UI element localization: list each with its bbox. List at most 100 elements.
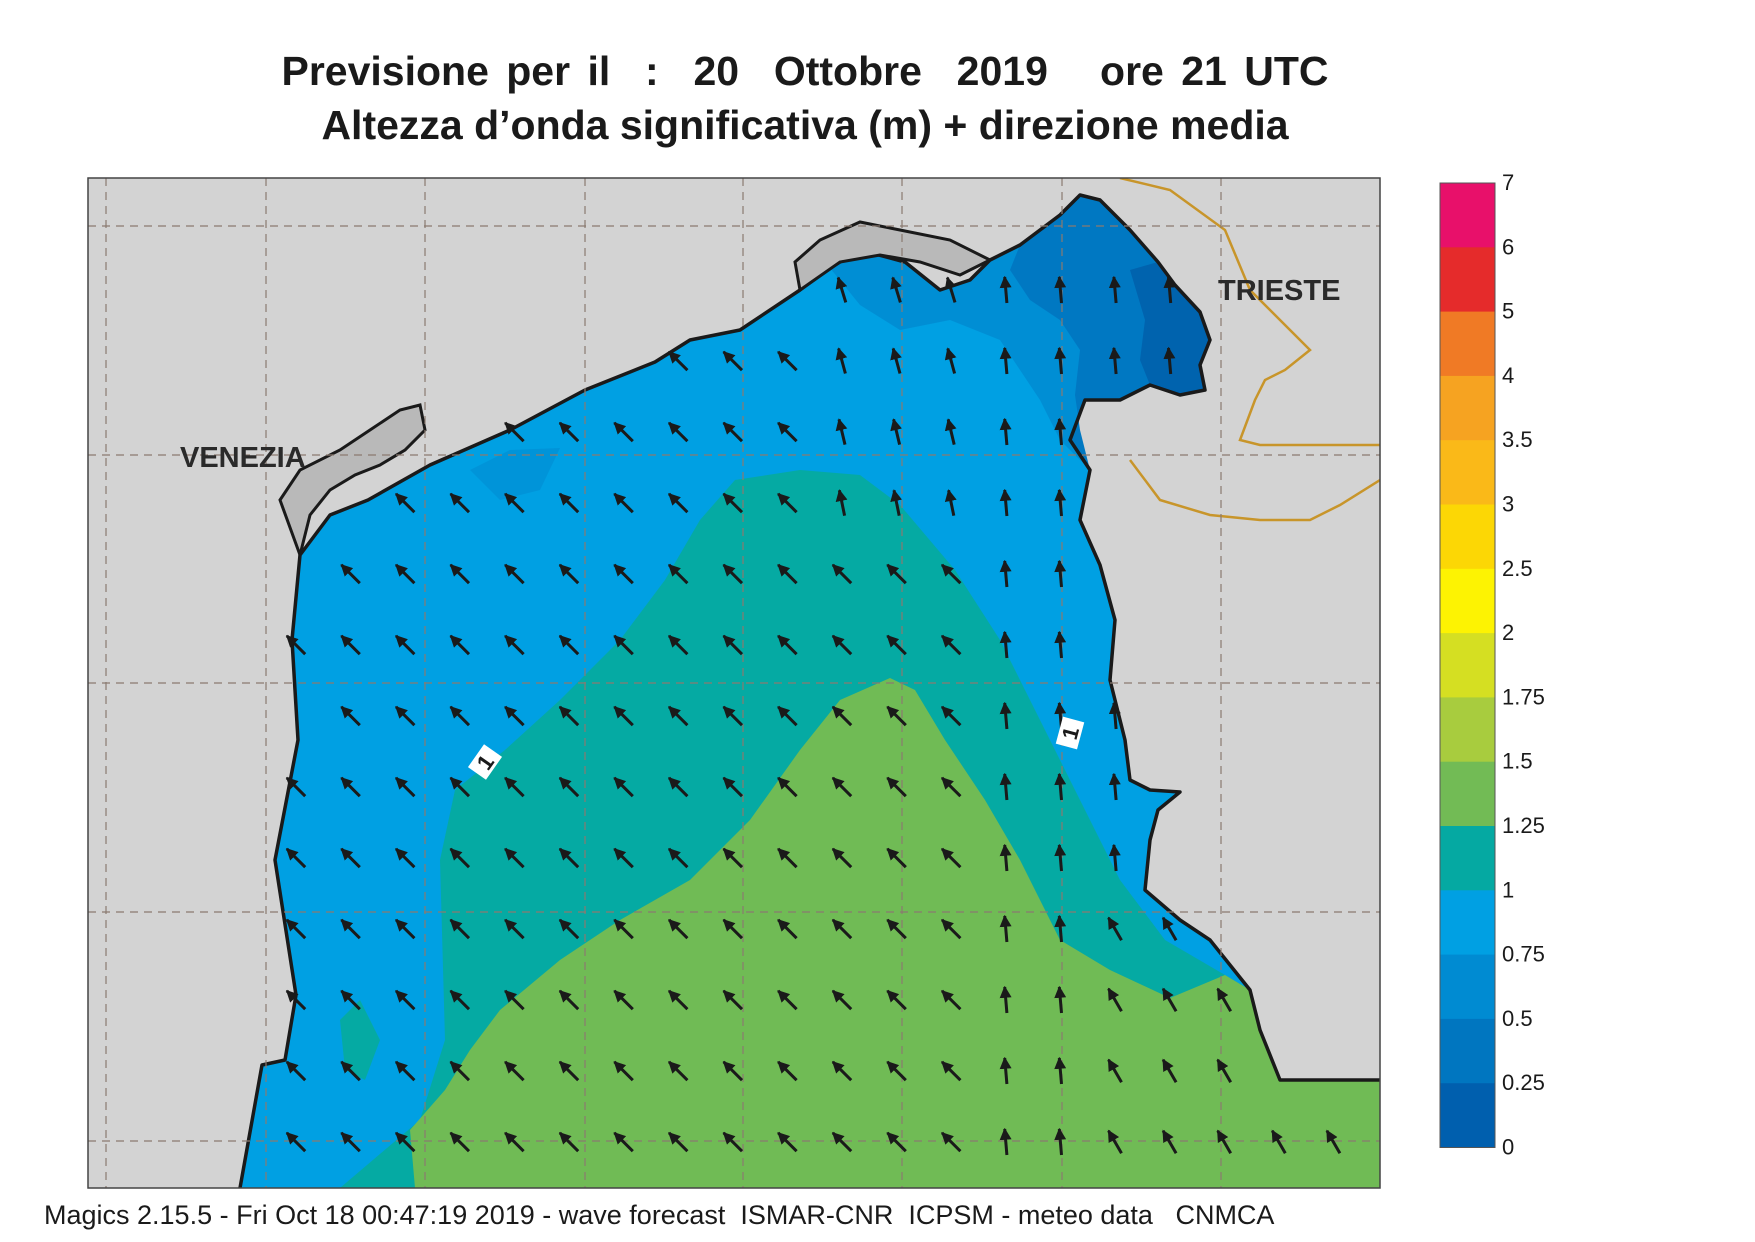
wave-arrow: [777, 350, 798, 372]
wave-arrow: [1054, 985, 1067, 1014]
wave-arrow: [613, 847, 634, 869]
wave-arrow: [940, 918, 962, 940]
wave-arrow: [831, 989, 853, 1011]
legend-frame: [1439, 182, 1496, 1148]
wave-arrow: [1163, 275, 1176, 304]
wave-arrow: [667, 918, 689, 940]
wave-arrow: [504, 492, 525, 514]
sea-band-0-25: [1130, 262, 1210, 395]
wave-arrow: [285, 1131, 307, 1153]
wave-arrow: [449, 1060, 471, 1082]
wave-arrow: [1163, 346, 1176, 375]
wave-arrow: [558, 847, 580, 869]
wave-arrow: [1054, 488, 1067, 517]
city-label-trieste: TRIESTE: [1218, 275, 1340, 307]
wave-arrow: [777, 492, 798, 514]
color-legend: 7 6 5 4 3.5 3 2.5 2 1.75 1.5 1.25 1 0.75 0.5 0.25 0: [1439, 170, 1545, 1160]
wave-arrow: [394, 1131, 416, 1153]
legend-swatch: [1440, 890, 1495, 956]
legend-swatch: [1440, 504, 1495, 570]
wave-arrow: [940, 1060, 962, 1082]
wave-arrow: [777, 918, 798, 940]
wave-arrow: [886, 918, 907, 940]
wave-arrow: [340, 563, 361, 585]
wave-arrow: [667, 421, 689, 443]
wave-arrow: [1054, 914, 1067, 943]
wave-arrow: [667, 705, 689, 727]
wave-arrow: [613, 1060, 634, 1082]
wave-arrow: [940, 634, 962, 656]
wave-arrow: [340, 634, 361, 656]
wave-arrow: [285, 918, 307, 940]
contour-label-east: 1: [1055, 716, 1085, 750]
legend-tick-label: 0.5: [1502, 1006, 1533, 1031]
wave-arrow: [1107, 1129, 1123, 1155]
wave-arrow: [504, 847, 525, 869]
wave-arrow: [722, 421, 744, 443]
wave-arrow: [449, 989, 471, 1011]
wave-arrow: [886, 634, 907, 656]
wave-arrow: [558, 421, 580, 443]
legend-swatch: [1440, 311, 1495, 377]
sea-band-1-5: [410, 678, 1380, 1188]
wave-arrow: [449, 776, 471, 798]
venezia-lagoon: [278, 403, 427, 561]
wave-arrow: [886, 1131, 907, 1153]
legend-tick-label: 0.75: [1502, 942, 1545, 967]
wave-arrow: [1054, 275, 1067, 304]
wave-arrow: [722, 492, 744, 514]
wave-arrow: [667, 989, 689, 1011]
legend-swatch: [1440, 761, 1495, 827]
wave-arrow: [940, 705, 962, 727]
legend-tick-label: 5: [1502, 299, 1514, 324]
legend-tick-label: 1.5: [1502, 749, 1533, 774]
wave-arrow: [667, 634, 689, 656]
wave-arrow: [667, 776, 689, 798]
legend-swatch: [1440, 826, 1495, 891]
legend-swatch: [1440, 1083, 1495, 1148]
legend-swatch: [1440, 568, 1495, 634]
wave-arrow: [285, 634, 307, 656]
coastline: [238, 193, 1380, 1188]
wave-arrow: [999, 630, 1012, 659]
wave-arrow: [1270, 1129, 1287, 1155]
wave-arrow: [613, 918, 634, 940]
wave-arrow: [1054, 417, 1067, 446]
wave-arrow: [667, 847, 689, 869]
map-title-line2: Altezza d’onda significativa (m) + direz…: [321, 102, 1289, 148]
wave-arrow: [1325, 1129, 1342, 1155]
wave-arrow: [890, 347, 902, 374]
wave-arrow: [940, 989, 962, 1011]
wave-arrow: [340, 705, 361, 727]
wave-arrow: [835, 276, 848, 303]
wave-arrow: [340, 1131, 361, 1153]
wave-arrow: [394, 634, 416, 656]
wave-arrow: [1216, 987, 1233, 1013]
wave-arrow: [999, 843, 1012, 872]
wave-arrow: [886, 776, 907, 798]
wave-arrow: [504, 776, 525, 798]
wave-arrow: [449, 563, 471, 585]
wave-arrow: [558, 1060, 580, 1082]
legend-tick-label: 1.25: [1502, 813, 1545, 838]
wave-arrow: [1108, 275, 1121, 304]
wave-arrow: [394, 989, 416, 1011]
state-border: [1119, 178, 1380, 447]
wave-arrow: [1107, 1058, 1123, 1084]
wave-arrow: [340, 1060, 361, 1082]
wave-arrow: [831, 1131, 853, 1153]
wave-arrow: [504, 1131, 525, 1153]
wave-arrow: [1108, 701, 1121, 730]
legend-tick-label: 3: [1502, 492, 1514, 517]
wave-arrow: [1054, 346, 1067, 375]
wave-arrow: [613, 1131, 634, 1153]
legend-tick-label: 6: [1502, 234, 1514, 259]
wave-arrow: [613, 989, 634, 1011]
wave-arrow: [999, 1056, 1012, 1085]
legend-swatch: [1440, 954, 1495, 1020]
wave-arrow: [722, 1060, 744, 1082]
wave-arrow: [886, 847, 907, 869]
wave-arrow: [340, 776, 361, 798]
legend-tick-label: 2.5: [1502, 556, 1533, 581]
